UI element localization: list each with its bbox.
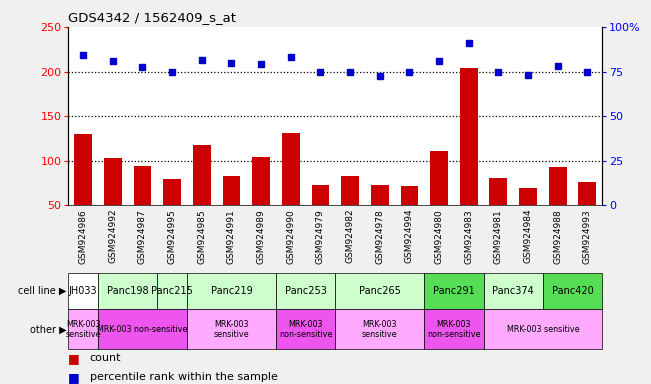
Text: count: count [90, 353, 121, 363]
Bar [104, 158, 122, 250]
Text: ■: ■ [68, 352, 80, 364]
Text: percentile rank within the sample: percentile rank within the sample [90, 372, 278, 382]
Bar [371, 185, 389, 250]
Text: ■: ■ [68, 371, 80, 384]
Bar [430, 151, 448, 250]
Text: Panc374: Panc374 [492, 286, 534, 296]
Bar [68, 309, 98, 349]
Text: GSM924994: GSM924994 [405, 209, 414, 263]
Text: Panc253: Panc253 [284, 286, 327, 296]
Text: Panc219: Panc219 [210, 286, 253, 296]
Bar [158, 273, 187, 309]
Bar [335, 309, 424, 349]
Bar [187, 309, 276, 349]
Bar [74, 134, 92, 250]
Text: GSM924989: GSM924989 [256, 209, 266, 263]
Bar [484, 309, 602, 349]
Text: JH033: JH033 [69, 286, 98, 296]
Bar [335, 273, 424, 309]
Text: MRK-003
sensitive: MRK-003 sensitive [65, 319, 101, 339]
Bar [490, 178, 507, 250]
Text: cell line ▶: cell line ▶ [18, 286, 66, 296]
Bar [543, 273, 602, 309]
Bar [276, 309, 335, 349]
Text: GSM924981: GSM924981 [494, 209, 503, 263]
Bar [282, 133, 299, 250]
Text: GSM924987: GSM924987 [138, 209, 147, 263]
Text: Panc198: Panc198 [107, 286, 148, 296]
Text: MRK-003
non-sensitive: MRK-003 non-sensitive [427, 319, 480, 339]
Bar [98, 309, 187, 349]
Bar [193, 145, 211, 250]
Text: GSM924988: GSM924988 [553, 209, 562, 263]
Bar [163, 179, 181, 250]
Text: GSM924984: GSM924984 [523, 209, 533, 263]
Text: Panc420: Panc420 [551, 286, 594, 296]
Text: MRK-003
non-sensitive: MRK-003 non-sensitive [279, 319, 333, 339]
Text: GSM924990: GSM924990 [286, 209, 296, 263]
Bar [312, 185, 329, 250]
Text: MRK-003
sensitive: MRK-003 sensitive [214, 319, 249, 339]
Bar [187, 273, 276, 309]
Bar [460, 68, 478, 250]
Text: GSM924979: GSM924979 [316, 209, 325, 263]
Text: GSM924995: GSM924995 [168, 209, 176, 263]
Bar [424, 273, 484, 309]
Bar [133, 166, 152, 250]
Bar [341, 176, 359, 250]
Bar [276, 273, 335, 309]
Bar [424, 309, 484, 349]
Text: other ▶: other ▶ [30, 324, 66, 334]
Text: MRK-003 non-sensitive: MRK-003 non-sensitive [97, 325, 187, 334]
Bar [579, 182, 596, 250]
Bar [223, 176, 240, 250]
Text: MRK-003
sensitive: MRK-003 sensitive [362, 319, 398, 339]
Text: MRK-003 sensitive: MRK-003 sensitive [506, 325, 579, 334]
Bar [98, 273, 158, 309]
Text: GSM924992: GSM924992 [108, 209, 117, 263]
Text: GSM924983: GSM924983 [464, 209, 473, 263]
Bar [519, 187, 537, 250]
Text: GDS4342 / 1562409_s_at: GDS4342 / 1562409_s_at [68, 11, 236, 24]
Bar [68, 273, 98, 309]
Text: Panc265: Panc265 [359, 286, 400, 296]
Bar [484, 273, 543, 309]
Text: Panc291: Panc291 [433, 286, 475, 296]
Bar [549, 167, 566, 250]
Bar [400, 186, 419, 250]
Text: GSM924980: GSM924980 [435, 209, 443, 263]
Text: Panc215: Panc215 [151, 286, 193, 296]
Bar [252, 157, 270, 250]
Text: GSM924978: GSM924978 [375, 209, 384, 263]
Text: GSM924993: GSM924993 [583, 209, 592, 263]
Text: GSM924985: GSM924985 [197, 209, 206, 263]
Text: GSM924991: GSM924991 [227, 209, 236, 263]
Text: GSM924982: GSM924982 [346, 209, 355, 263]
Text: GSM924986: GSM924986 [79, 209, 88, 263]
